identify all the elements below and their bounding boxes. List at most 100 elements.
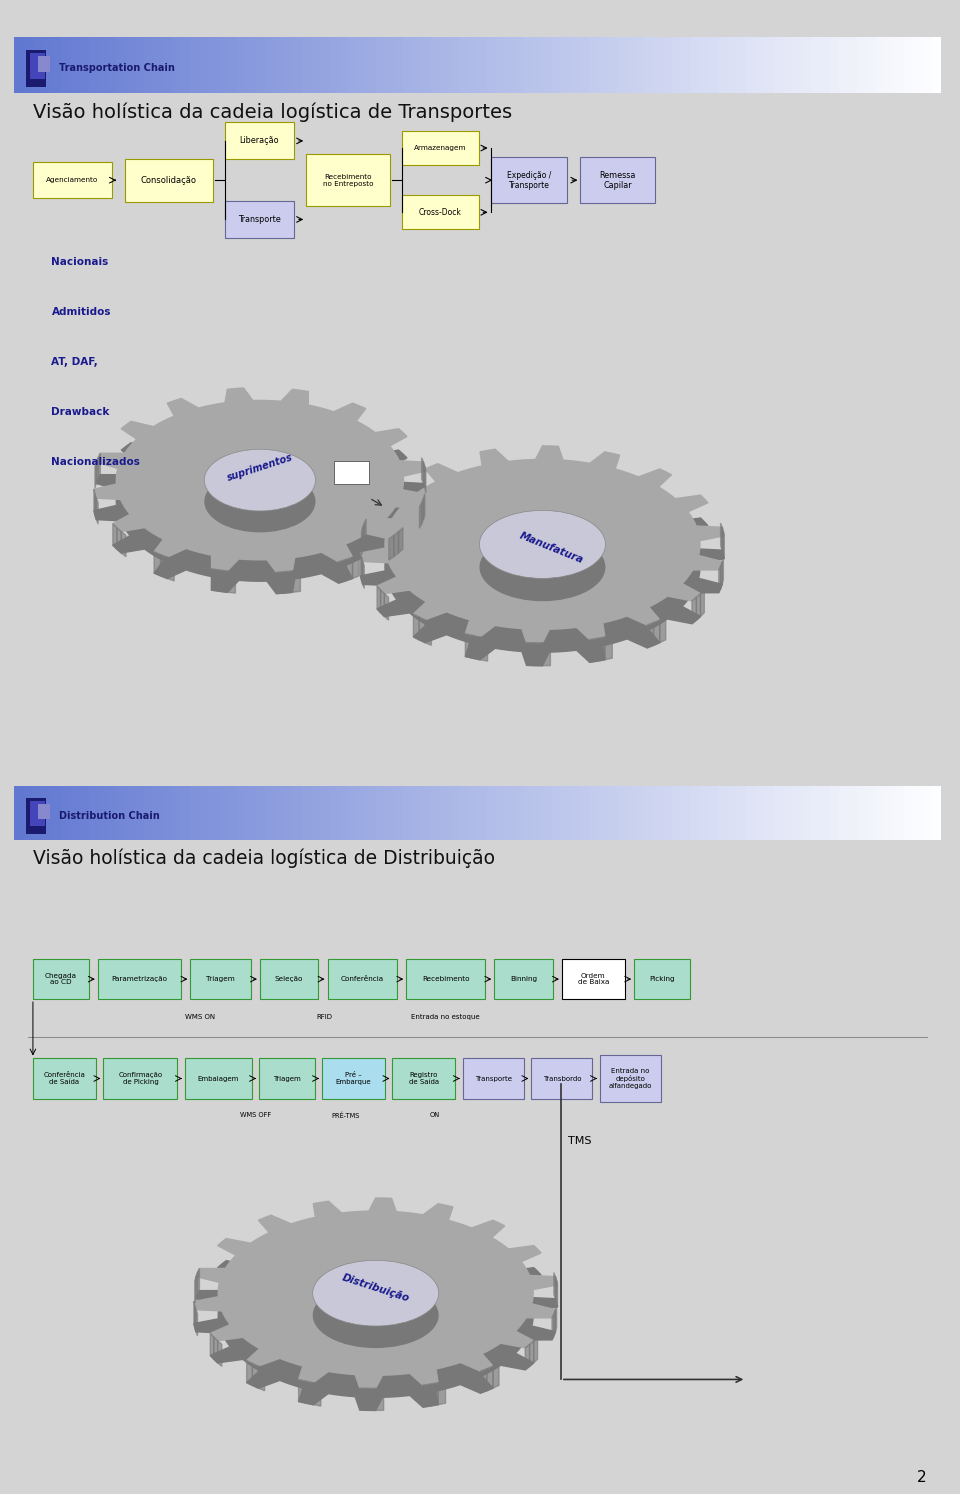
Polygon shape: [360, 1388, 368, 1410]
Bar: [477, 37, 487, 93]
Bar: [126, 37, 134, 93]
Polygon shape: [480, 636, 488, 662]
Polygon shape: [252, 1364, 258, 1388]
Text: Cross-Dock: Cross-Dock: [419, 208, 462, 217]
Bar: [292, 786, 301, 840]
FancyBboxPatch shape: [531, 1058, 592, 1098]
Bar: [320, 37, 329, 93]
FancyBboxPatch shape: [104, 1058, 178, 1098]
Bar: [580, 37, 588, 93]
Bar: [839, 37, 849, 93]
FancyBboxPatch shape: [33, 1058, 96, 1098]
FancyBboxPatch shape: [33, 959, 88, 999]
Polygon shape: [210, 1333, 214, 1360]
Polygon shape: [198, 1268, 200, 1295]
Polygon shape: [160, 554, 167, 578]
Bar: [30, 801, 45, 826]
Bar: [468, 786, 477, 840]
Text: Embalagem: Embalagem: [198, 1076, 239, 1082]
Bar: [876, 37, 885, 93]
Polygon shape: [293, 569, 300, 592]
Text: Recebimento: Recebimento: [421, 976, 469, 982]
Bar: [802, 786, 811, 840]
FancyBboxPatch shape: [225, 123, 294, 160]
Polygon shape: [375, 1388, 384, 1410]
Bar: [895, 786, 903, 840]
Bar: [913, 37, 923, 93]
Polygon shape: [389, 535, 394, 560]
Polygon shape: [276, 572, 284, 593]
Text: 2: 2: [917, 1470, 926, 1485]
Polygon shape: [155, 551, 160, 575]
Ellipse shape: [479, 533, 606, 601]
FancyBboxPatch shape: [98, 959, 181, 999]
Polygon shape: [466, 633, 472, 659]
Polygon shape: [113, 524, 117, 550]
Polygon shape: [258, 1366, 265, 1391]
Polygon shape: [214, 1337, 218, 1363]
Text: Entrada no
depósito
alfandegado: Entrada no depósito alfandegado: [609, 1068, 652, 1089]
Text: Conferência
de Saída: Conferência de Saída: [43, 1073, 85, 1085]
Bar: [348, 786, 357, 840]
Bar: [561, 37, 570, 93]
Text: Binning: Binning: [510, 976, 537, 982]
FancyBboxPatch shape: [581, 157, 655, 203]
Polygon shape: [194, 1198, 558, 1388]
Bar: [98, 37, 107, 93]
Polygon shape: [431, 1382, 438, 1406]
Bar: [505, 786, 515, 840]
Bar: [867, 37, 876, 93]
Bar: [895, 37, 903, 93]
Bar: [487, 37, 496, 93]
Bar: [821, 786, 829, 840]
Polygon shape: [660, 617, 665, 642]
Polygon shape: [380, 590, 384, 617]
Bar: [542, 37, 552, 93]
Polygon shape: [654, 620, 660, 645]
Polygon shape: [425, 620, 431, 645]
Text: WMS ON: WMS ON: [184, 1014, 215, 1020]
Bar: [876, 786, 885, 840]
FancyBboxPatch shape: [260, 959, 319, 999]
Bar: [533, 786, 542, 840]
Text: WMS OFF: WMS OFF: [240, 1113, 271, 1119]
Text: suprimentos: suprimentos: [226, 451, 294, 483]
Bar: [654, 37, 662, 93]
Bar: [496, 37, 505, 93]
Text: Registro
de Saída: Registro de Saída: [409, 1073, 439, 1085]
Bar: [570, 786, 580, 840]
Polygon shape: [398, 527, 403, 553]
Bar: [636, 37, 644, 93]
Bar: [690, 37, 700, 93]
Polygon shape: [423, 493, 425, 520]
Bar: [274, 786, 283, 840]
Polygon shape: [722, 557, 724, 584]
Bar: [718, 786, 728, 840]
Bar: [154, 786, 162, 840]
Bar: [811, 786, 821, 840]
Bar: [616, 786, 626, 840]
Text: Transportation Chain: Transportation Chain: [59, 63, 175, 73]
FancyBboxPatch shape: [401, 131, 478, 166]
Bar: [477, 786, 487, 840]
Polygon shape: [605, 635, 612, 660]
Polygon shape: [196, 1273, 198, 1298]
Polygon shape: [167, 557, 174, 581]
Bar: [913, 786, 923, 840]
FancyBboxPatch shape: [327, 959, 397, 999]
Bar: [329, 37, 339, 93]
Bar: [654, 786, 662, 840]
Bar: [737, 786, 746, 840]
Text: Triagem: Triagem: [206, 976, 235, 982]
Bar: [218, 37, 228, 93]
Text: Nacionalizados: Nacionalizados: [52, 457, 140, 468]
Text: Visão holística da cadeia logística de Distribuição: Visão holística da cadeia logística de D…: [33, 849, 495, 868]
Bar: [237, 37, 246, 93]
Polygon shape: [218, 1340, 222, 1367]
Polygon shape: [377, 586, 380, 613]
Polygon shape: [94, 388, 426, 572]
Bar: [292, 37, 301, 93]
Bar: [903, 37, 913, 93]
Bar: [181, 786, 190, 840]
Bar: [357, 37, 367, 93]
